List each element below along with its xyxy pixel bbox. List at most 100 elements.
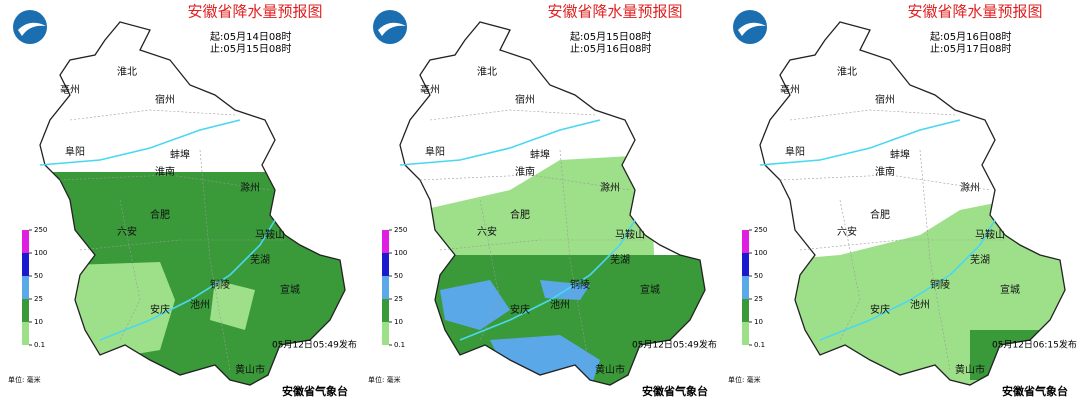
city-label: 宿州 bbox=[155, 93, 175, 106]
legend-swatch bbox=[22, 299, 29, 322]
city-label: 淮南 bbox=[155, 165, 175, 178]
city-label: 六安 bbox=[477, 225, 497, 238]
legend-label: 250 bbox=[394, 226, 407, 234]
city-label: 阜阳 bbox=[785, 145, 805, 158]
legend-label: 10 bbox=[754, 318, 763, 326]
city-label: 淮北 bbox=[837, 66, 857, 78]
legend-swatch bbox=[742, 230, 749, 253]
legend-swatch bbox=[22, 276, 29, 299]
city-label: 宿州 bbox=[875, 93, 895, 106]
legend-label: 50 bbox=[394, 272, 403, 280]
legend-label: 0.1 bbox=[34, 341, 45, 349]
unit-label: 单位: 毫米 bbox=[728, 375, 761, 384]
river bbox=[39, 119, 276, 341]
legend-swatch bbox=[742, 322, 749, 345]
legend-label: 100 bbox=[754, 249, 767, 257]
rain-zone bbox=[40, 172, 345, 385]
city-label: 宣城 bbox=[1000, 283, 1020, 296]
legend-swatch bbox=[742, 299, 749, 322]
legend-label: 50 bbox=[34, 272, 43, 280]
logo-swoosh bbox=[18, 22, 46, 36]
legend-label: 0.1 bbox=[394, 341, 405, 349]
city-label: 安庆 bbox=[150, 303, 170, 316]
city-label: 铜陵 bbox=[210, 279, 230, 291]
city-label: 蚌埠 bbox=[170, 148, 190, 161]
city-label: 滁州 bbox=[960, 181, 980, 194]
city-label: 阜阳 bbox=[425, 145, 445, 158]
city-label: 合肥 bbox=[870, 208, 890, 221]
logo-swoosh bbox=[378, 22, 406, 36]
rain-zone bbox=[420, 255, 705, 385]
end-time: 止:05月17日08时 bbox=[930, 43, 1012, 55]
city-label: 黄山市 bbox=[955, 363, 985, 376]
start-time: 起:05月16日08时 bbox=[930, 31, 1012, 43]
map-title: 安徽省降水量预报图 bbox=[547, 3, 682, 21]
legend-label: 25 bbox=[34, 295, 43, 303]
end-time: 止:05月15日08时 bbox=[210, 43, 292, 55]
legend-label: 250 bbox=[754, 226, 767, 234]
agency: 安徽省气象台 bbox=[642, 384, 708, 398]
start-time: 起:05月15日08时 bbox=[570, 31, 652, 43]
county-borders bbox=[419, 109, 645, 371]
city-label: 宿州 bbox=[515, 93, 535, 106]
province-border bbox=[399, 21, 706, 386]
logo-swoosh bbox=[738, 22, 766, 36]
city-label: 芜湖 bbox=[250, 253, 270, 266]
city-label: 池州 bbox=[910, 298, 930, 311]
agency: 安徽省气象台 bbox=[282, 384, 348, 398]
rain-zone bbox=[210, 280, 255, 330]
city-label: 池州 bbox=[190, 298, 210, 311]
city-label: 马鞍山 bbox=[255, 228, 285, 241]
city-label: 六安 bbox=[837, 225, 857, 238]
rain-area bbox=[40, 172, 345, 385]
city-label: 亳州 bbox=[60, 83, 80, 96]
legend-swatch bbox=[382, 276, 389, 299]
rain-zone bbox=[440, 280, 510, 330]
legend-swatch bbox=[22, 253, 29, 276]
legend-label: 250 bbox=[34, 226, 47, 234]
legend-swatch bbox=[382, 299, 389, 322]
province-border bbox=[759, 21, 1066, 386]
city-label: 宣城 bbox=[280, 283, 300, 296]
issue-time: 05月12日06:15发布 bbox=[992, 339, 1077, 351]
legend-swatch bbox=[22, 230, 29, 253]
city-label: 淮北 bbox=[477, 66, 497, 78]
city-label: 六安 bbox=[117, 225, 137, 238]
map-title: 安徽省降水量预报图 bbox=[187, 3, 322, 21]
legend-swatch bbox=[22, 322, 29, 345]
city-label: 亳州 bbox=[420, 83, 440, 96]
issue-time: 05月12日05:49发布 bbox=[272, 339, 357, 351]
city-label: 马鞍山 bbox=[615, 228, 645, 241]
city-label: 淮南 bbox=[515, 165, 535, 178]
city-label: 池州 bbox=[550, 298, 570, 311]
legend-swatch bbox=[382, 230, 389, 253]
city-label: 铜陵 bbox=[570, 279, 590, 291]
city-label: 铜陵 bbox=[930, 279, 950, 291]
city-label: 芜湖 bbox=[610, 253, 630, 266]
legend-label: 50 bbox=[754, 272, 763, 280]
city-label: 淮北 bbox=[117, 66, 137, 78]
city-label: 合肥 bbox=[150, 208, 170, 221]
county-borders bbox=[59, 109, 285, 371]
legend-swatch bbox=[742, 276, 749, 299]
city-label: 滁州 bbox=[600, 181, 620, 194]
rain-zone bbox=[70, 262, 175, 360]
city-label: 合肥 bbox=[510, 208, 530, 221]
legend-label: 0.1 bbox=[754, 341, 765, 349]
legend-label: 100 bbox=[34, 249, 47, 257]
city-label: 蚌埠 bbox=[890, 148, 910, 161]
province-border bbox=[39, 21, 346, 386]
river bbox=[759, 119, 996, 341]
city-label: 蚌埠 bbox=[530, 148, 550, 161]
city-label: 黄山市 bbox=[235, 363, 265, 376]
legend-label: 10 bbox=[394, 318, 403, 326]
city-label: 马鞍山 bbox=[975, 228, 1005, 241]
agency: 安徽省气象台 bbox=[1002, 384, 1068, 398]
map-title: 安徽省降水量预报图 bbox=[907, 3, 1042, 21]
legend-label: 25 bbox=[394, 295, 403, 303]
legend-swatch bbox=[742, 253, 749, 276]
city-label: 芜湖 bbox=[970, 253, 990, 266]
